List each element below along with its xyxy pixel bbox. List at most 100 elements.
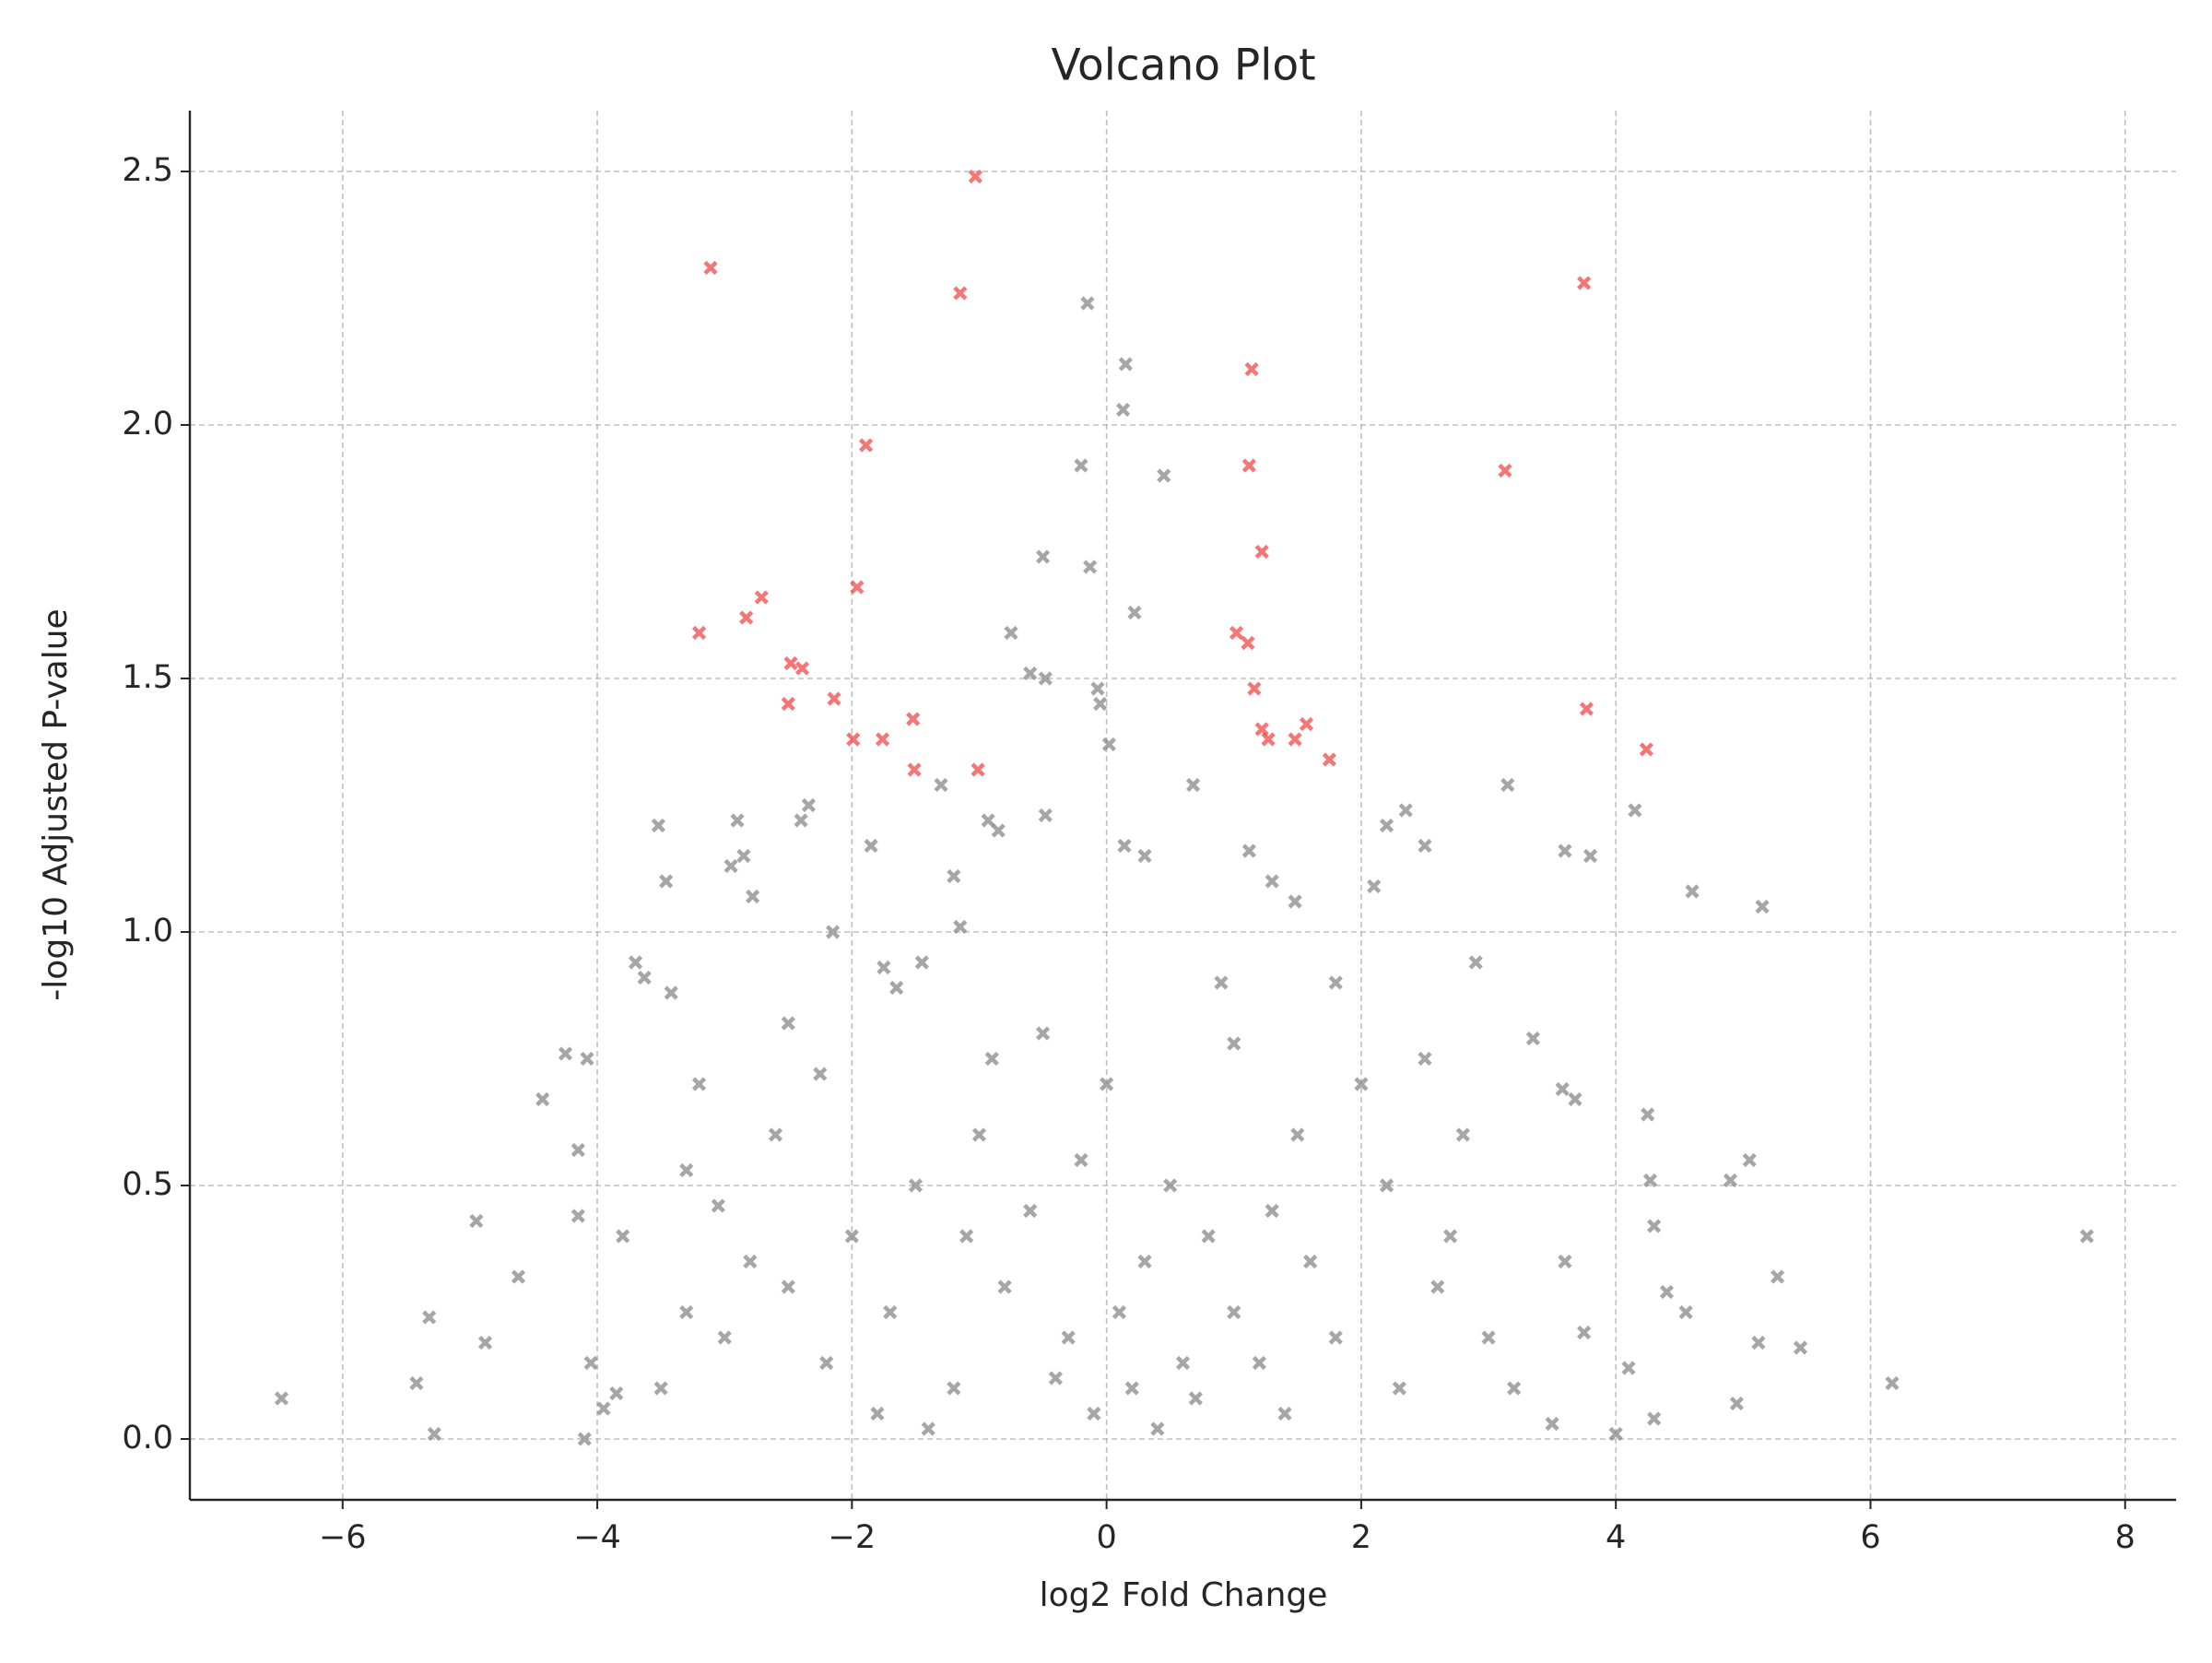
- point: [947, 1381, 961, 1396]
- point: [819, 1355, 834, 1371]
- point: [1261, 732, 1276, 747]
- point: [971, 762, 985, 777]
- point: [653, 1381, 668, 1396]
- x-tick-label: 0: [1096, 1519, 1116, 1556]
- point: [1118, 357, 1133, 372]
- point: [1080, 296, 1095, 311]
- point: [511, 1269, 525, 1284]
- point: [971, 1127, 987, 1142]
- point: [730, 813, 745, 828]
- point: [1418, 838, 1432, 854]
- point: [679, 1304, 694, 1320]
- point: [1023, 666, 1038, 681]
- grid: [190, 111, 2176, 1500]
- point: [1093, 696, 1108, 712]
- point: [577, 1432, 592, 1446]
- point: [1083, 560, 1098, 574]
- point: [1157, 468, 1171, 483]
- point: [1038, 671, 1053, 686]
- point: [1379, 818, 1394, 833]
- point: [981, 813, 995, 828]
- point: [1545, 1416, 1559, 1432]
- point: [1035, 1026, 1051, 1041]
- point: [736, 848, 751, 864]
- point: [959, 1229, 974, 1244]
- point: [846, 732, 861, 747]
- point: [827, 691, 841, 706]
- point: [717, 1330, 732, 1345]
- point: [801, 797, 816, 813]
- y-tick-label: 1.5: [122, 659, 173, 696]
- point: [1641, 1107, 1655, 1122]
- point: [1443, 1229, 1458, 1244]
- point: [1227, 1036, 1241, 1051]
- point: [1579, 702, 1594, 716]
- point: [1023, 1203, 1038, 1219]
- point: [409, 1375, 424, 1391]
- point: [1214, 975, 1229, 990]
- point: [1112, 1304, 1127, 1320]
- point: [469, 1213, 484, 1229]
- point: [743, 1254, 758, 1269]
- point: [934, 777, 948, 793]
- point: [1229, 625, 1244, 641]
- point: [953, 286, 968, 301]
- point: [1322, 752, 1336, 767]
- point: [953, 919, 968, 935]
- point: [889, 980, 904, 996]
- point: [1398, 803, 1413, 818]
- point: [914, 955, 929, 970]
- point: [596, 1401, 611, 1416]
- point: [826, 925, 841, 939]
- point: [1577, 1325, 1592, 1340]
- point: [1751, 1335, 1766, 1350]
- point: [1277, 1406, 1292, 1421]
- point: [1608, 1426, 1623, 1442]
- point: [1771, 1269, 1785, 1284]
- y-tick-label: 0.5: [122, 1166, 173, 1203]
- point: [1568, 1091, 1583, 1107]
- point: [1254, 544, 1269, 560]
- point: [1639, 742, 1653, 757]
- point: [1558, 1254, 1572, 1269]
- point: [1100, 1077, 1114, 1091]
- point: [1101, 737, 1116, 752]
- point: [1127, 605, 1142, 620]
- point: [1117, 838, 1132, 854]
- point: [1525, 1031, 1540, 1046]
- point: [703, 260, 718, 276]
- point: [1303, 1254, 1318, 1269]
- point: [794, 813, 808, 828]
- point: [1642, 1173, 1658, 1188]
- point: [1115, 402, 1131, 418]
- y-tick-label: 0.0: [122, 1420, 173, 1457]
- point: [1288, 894, 1302, 909]
- axes: −6 −4 −2 0 2 4 6 8 0.0 0.5 1.0 1.5 2.0 2.5: [122, 111, 2176, 1556]
- point: [637, 970, 652, 985]
- point: [691, 1077, 707, 1091]
- x-tick-label: −2: [829, 1519, 877, 1556]
- point: [813, 1067, 828, 1081]
- point: [422, 1310, 437, 1325]
- point: [1254, 722, 1269, 737]
- point: [1729, 1396, 1745, 1411]
- point: [1175, 1355, 1191, 1371]
- point: [571, 1209, 585, 1223]
- point: [1793, 1340, 1808, 1355]
- point: [858, 438, 874, 453]
- y-tick-label: 2.0: [122, 406, 173, 442]
- point: [1241, 635, 1255, 651]
- marks: [274, 169, 2094, 1446]
- point: [1163, 1178, 1178, 1193]
- point: [1265, 1203, 1279, 1219]
- point: [1647, 1411, 1662, 1426]
- point: [1241, 843, 1256, 858]
- point: [1124, 1381, 1139, 1396]
- y-axis-label: -log10 Adjusted P-value: [37, 608, 75, 1000]
- point: [1577, 276, 1592, 290]
- point: [754, 590, 769, 605]
- point: [477, 1335, 493, 1350]
- point: [984, 1051, 999, 1067]
- point: [1090, 681, 1105, 696]
